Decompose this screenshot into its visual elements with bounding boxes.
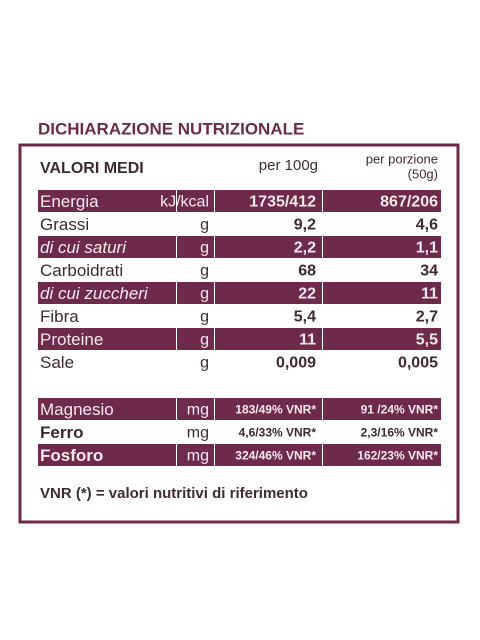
unit: g — [200, 217, 209, 234]
frame — [18, 143, 460, 524]
value-per-portion: 5,5 — [416, 332, 438, 349]
unit: mg — [187, 402, 209, 419]
value-per-100g: 1735/412 — [249, 194, 316, 211]
nutrient-name: Fosforo — [40, 446, 103, 465]
header-portion: per porzione — [366, 151, 438, 166]
footnote: VNR (*) = valori nutritivi di riferiment… — [40, 485, 308, 502]
row-band — [38, 444, 176, 466]
row-band — [177, 398, 214, 420]
row-band — [323, 236, 441, 258]
row-band — [323, 444, 441, 466]
unit: kJ/kcal — [160, 194, 209, 211]
nutrient-name: Fibra — [40, 307, 79, 326]
row-band — [215, 328, 322, 350]
row-band — [215, 236, 322, 258]
value-per-portion: 867/206 — [380, 194, 438, 211]
unit: g — [200, 355, 209, 372]
nutrient-name: Magnesio — [40, 400, 114, 419]
value-per-portion: 91 /24% VNR* — [361, 403, 439, 417]
row-band — [215, 398, 322, 420]
value-per-portion: 0,005 — [398, 355, 438, 372]
row-band — [38, 328, 176, 350]
value-per-100g: 9,2 — [294, 217, 316, 234]
row-band — [38, 236, 176, 258]
row-band — [323, 282, 441, 304]
title: DICHIARAZIONE NUTRIZIONALE — [38, 119, 304, 138]
header-per100: per 100g — [259, 157, 318, 174]
unit: g — [200, 240, 209, 257]
row-band — [38, 190, 176, 212]
value-per-portion: 1,1 — [416, 240, 438, 257]
nutrient-name: Energia — [40, 192, 99, 211]
row-band — [323, 190, 441, 212]
value-per-portion: 2,7 — [416, 309, 438, 326]
value-per-portion: 34 — [420, 263, 438, 280]
value-per-100g: 0,009 — [276, 355, 316, 372]
unit: g — [200, 332, 209, 349]
value-per-100g: 4,6/33% VNR* — [239, 426, 317, 440]
value-per-100g: 2,2 — [294, 240, 316, 257]
unit: mg — [187, 425, 209, 442]
value-per-portion: 2,3/16% VNR* — [361, 426, 439, 440]
value-per-100g: 11 — [299, 332, 316, 349]
nutrient-name: Proteine — [40, 330, 103, 349]
unit: g — [200, 309, 209, 326]
row-band — [177, 282, 214, 304]
nutrient-name: di cui saturi — [40, 238, 127, 257]
value-per-100g: 68 — [298, 263, 316, 280]
value-per-100g: 183/49% VNR* — [235, 403, 316, 417]
row-band — [177, 236, 214, 258]
unit: g — [200, 263, 209, 280]
value-per-portion: 11 — [421, 286, 438, 303]
value-per-100g: 22 — [298, 286, 316, 303]
nutrient-name: Ferro — [40, 423, 83, 442]
nutrient-name: Grassi — [40, 215, 89, 234]
row-band — [323, 398, 441, 420]
value-per-100g: 5,4 — [294, 309, 316, 326]
header-label: VALORI MEDI — [40, 160, 144, 177]
nutrient-name: Carboidrati — [40, 261, 123, 280]
value-per-portion: 162/23% VNR* — [357, 449, 438, 463]
header-portion-size: (50g) — [408, 166, 438, 181]
unit: mg — [187, 448, 209, 465]
row-band — [177, 328, 214, 350]
row-band — [215, 282, 322, 304]
row-band — [177, 444, 214, 466]
nutrient-name: Sale — [40, 353, 74, 372]
value-per-portion: 4,6 — [416, 217, 438, 234]
row-band — [215, 444, 322, 466]
row-band — [38, 282, 176, 304]
row-band — [38, 398, 176, 420]
unit: g — [200, 286, 209, 303]
row-band — [323, 328, 441, 350]
nutrient-name: di cui zuccheri — [40, 284, 149, 303]
row-band — [215, 190, 322, 212]
row-band — [177, 190, 214, 212]
value-per-100g: 324/46% VNR* — [235, 449, 316, 463]
